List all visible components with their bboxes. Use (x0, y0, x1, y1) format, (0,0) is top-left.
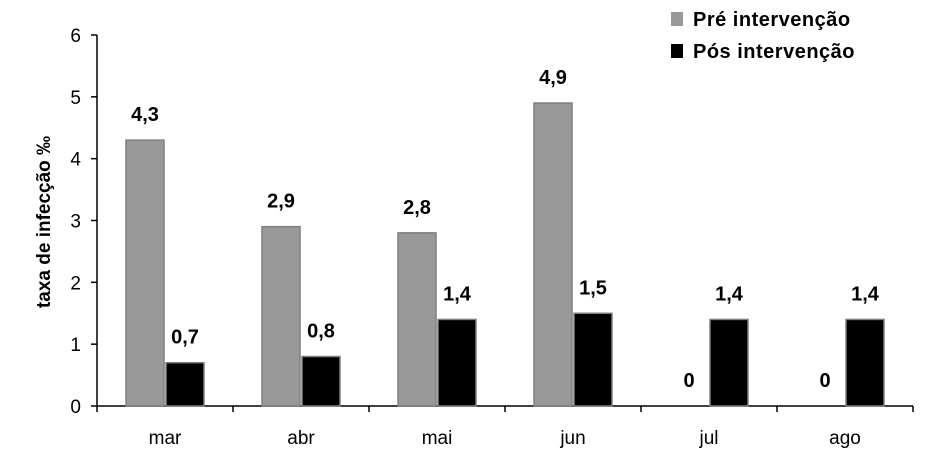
bar-pos (301, 355, 341, 407)
legend-label: Pós intervenção (693, 41, 855, 63)
bar-pre (125, 139, 165, 407)
y-tick-label: 6 (70, 26, 81, 47)
data-label: 1,5 (579, 277, 607, 299)
y-tick-label: 3 (70, 212, 81, 233)
bar-pos (165, 361, 205, 407)
x-tick-label: abr (287, 428, 315, 449)
x-tick-label: ago (829, 428, 861, 449)
x-tick-label: jun (559, 428, 585, 449)
data-label: 0,8 (307, 321, 335, 343)
x-tick-label: mai (422, 428, 453, 449)
data-label: 4,9 (539, 67, 567, 89)
y-tick-label: 2 (70, 273, 81, 294)
x-tick-label: mar (149, 428, 182, 449)
axes: 0 1 2 3 4 5 6 mar abr mai jun jul ago (70, 26, 914, 449)
legend-label: Pré intervenção (693, 9, 851, 31)
y-axis-title: taxa de infecção ‰ (34, 136, 55, 308)
legend-swatch (671, 12, 683, 26)
y-tick-label: 5 (70, 88, 81, 109)
legend-swatch (671, 44, 683, 58)
data-label: 1,4 (851, 283, 880, 305)
bar-pos (437, 318, 477, 407)
data-label: 0,7 (171, 327, 199, 349)
bar-pos (709, 318, 749, 407)
y-tick-label: 1 (70, 335, 81, 356)
bar-pos (845, 318, 885, 407)
x-tick-label: jul (698, 428, 718, 449)
data-label: 0 (683, 370, 694, 392)
bar-pos (573, 312, 613, 407)
data-label: 2,8 (403, 197, 431, 219)
data-labels: 4,3 0,7 2,9 0,8 2,8 1,4 4,9 1,5 0 1,4 0 1,4 (131, 67, 880, 392)
y-tick-label: 0 (70, 397, 81, 418)
bar-pre (261, 225, 301, 407)
legend: Pré intervenção Pós intervenção (671, 9, 855, 63)
data-label: 1,4 (443, 283, 472, 305)
bar-pre (533, 102, 573, 407)
bars (125, 102, 885, 407)
y-tick-label: 4 (70, 150, 81, 171)
data-label: 2,9 (267, 191, 295, 213)
data-label: 0 (819, 370, 830, 392)
data-label: 4,3 (131, 104, 159, 126)
bar-pre (397, 232, 437, 407)
data-label: 1,4 (715, 283, 744, 305)
